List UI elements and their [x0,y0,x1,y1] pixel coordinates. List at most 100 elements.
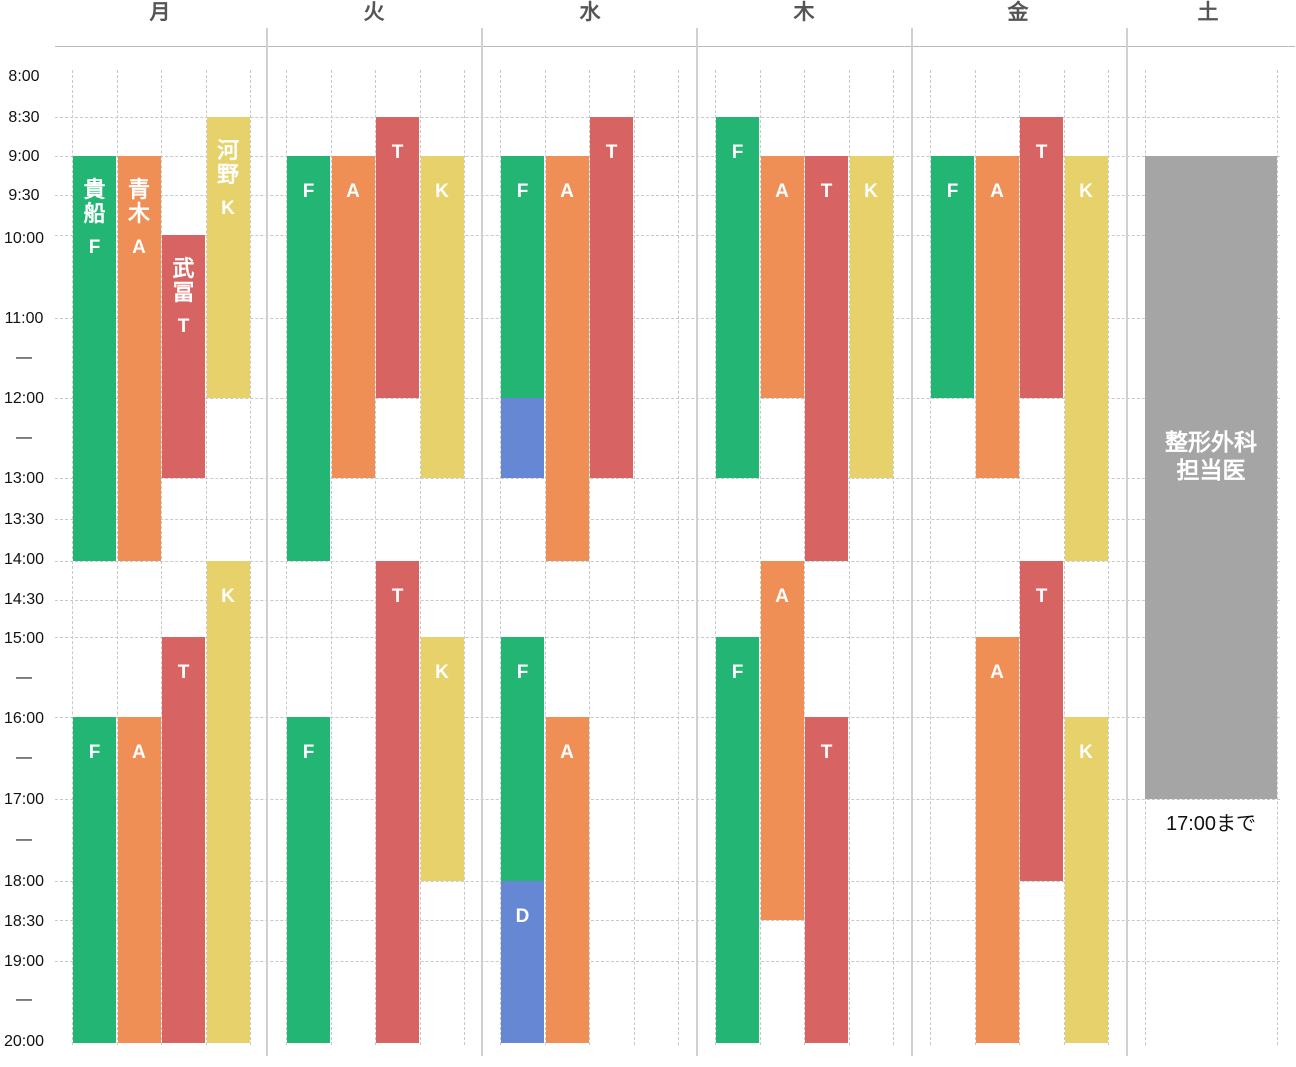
doctor-name-label: 貴船 [83,177,106,226]
doctor-initial-label: F [946,181,959,202]
doctor-initial-label: F [88,237,101,258]
doctor-initial-label: A [346,181,360,202]
day-divider [481,28,483,1056]
doctor-initial-label: K [1079,742,1093,763]
time-label: 17:00 [3,791,45,808]
column-guide [375,70,376,1045]
day-header: 火 [363,1,385,24]
column-guide [1277,70,1278,1045]
schedule-block-f: F [73,717,116,1043]
grid-line [55,519,1280,520]
column-guide [715,70,716,1045]
column-guide [930,70,931,1045]
schedule-block-t: T [805,717,848,1043]
time-label: 13:30 [3,511,45,528]
column-guide [1108,70,1109,1045]
grid-line [55,799,1280,800]
column-guide [544,70,546,1045]
saturday-note: 17:00まで [1165,813,1257,835]
time-label: 12:00 [3,390,45,407]
time-label: 8:00 [8,68,40,85]
schedule-block-t: T [162,637,205,1043]
doctor-initial-label: A [990,181,1004,202]
doctor-name-label: 河野 [217,138,240,187]
doctor-name-label: 青木 [128,177,151,226]
schedule-block-f: F [501,156,544,398]
day-header: 木 [793,1,815,24]
doctor-initial-label: F [516,662,529,683]
doctor-initial-label: A [990,662,1004,683]
schedule-block-f: 貴船 F [73,156,116,561]
saturday-label: 整形外科担当医 [1165,429,1257,483]
doctor-initial-label: K [435,662,449,683]
schedule-block-f: F [716,637,759,1043]
time-label: 18:30 [3,913,45,930]
time-label: 16:00 [3,710,45,727]
grid-line [55,561,1280,562]
schedule-block-f: F [931,156,974,398]
schedule-block-k: 河野 K [206,117,250,398]
time-label: — [16,831,32,848]
schedule-block-t: 武冨 T [162,235,205,478]
schedule-block-a: A [760,561,804,920]
schedule-block-f: F [287,717,330,1043]
doctor-initial-label: F [302,742,315,763]
schedule-block-a: 青木 A [117,156,161,561]
time-label: 20:00 [3,1033,45,1050]
schedule-block-k: K [206,561,250,1043]
doctor-initial-label: A [132,742,146,763]
schedule-block-t: T [1020,117,1063,398]
doctor-initial-label: K [221,198,235,219]
day-header: 土 [1197,1,1219,24]
time-label: 10:00 [3,230,45,247]
doctor-initial-label: K [864,181,878,202]
doctor-initial-label: F [88,742,101,763]
grid-line [55,881,1280,882]
schedule-block-k: K [420,156,464,478]
day-header: 月 [149,1,171,24]
column-guide [116,70,118,1045]
schedule-block-d: D [501,881,544,1043]
doctor-initial-label: A [132,237,146,258]
schedule-block-t: T [376,561,419,1043]
doctor-initial-label: T [1035,142,1048,163]
schedule-block-t: T [590,117,633,478]
column-guide [464,70,465,1045]
schedule-block-a: A [975,637,1019,1043]
schedule-block-k: K [1064,156,1108,561]
schedule-block-k: K [849,156,893,478]
grid-line [55,195,1280,196]
doctor-initial-label: A [775,181,789,202]
doctor-initial-label: A [560,181,574,202]
doctor-initial-label: F [731,662,744,683]
time-label: — [16,749,32,766]
doctor-initial-label: K [221,586,235,607]
grid-line [55,156,1280,157]
schedule-block-t: T [376,117,419,398]
column-guide [759,70,761,1045]
doctor-initial-label: T [177,316,190,337]
doctor-initial-label: T [820,742,833,763]
schedule-block-a: A [331,156,375,478]
schedule-block-a: A [975,156,1019,478]
doctor-initial-label: F [731,142,744,163]
doctor-name-label: 武冨 [172,256,195,305]
schedule-block-k: K [1064,717,1108,1043]
grid-line [55,717,1280,718]
doctor-initial-label: T [605,142,618,163]
grid-line [55,398,1280,399]
time-label: 19:00 [3,953,45,970]
schedule-block-f: F [501,637,544,881]
column-guide [205,70,207,1045]
schedule-block-t: T [805,156,848,561]
time-label: 9:30 [8,187,40,204]
saturday-block: 整形外科担当医 [1145,156,1277,799]
day-header: 金 [1007,1,1029,24]
column-guide [848,70,850,1045]
column-guide [500,70,501,1045]
header-divider [55,46,1295,47]
column-guide [1019,70,1020,1045]
time-label: — [16,349,32,366]
doctor-initial-label: T [177,662,190,683]
